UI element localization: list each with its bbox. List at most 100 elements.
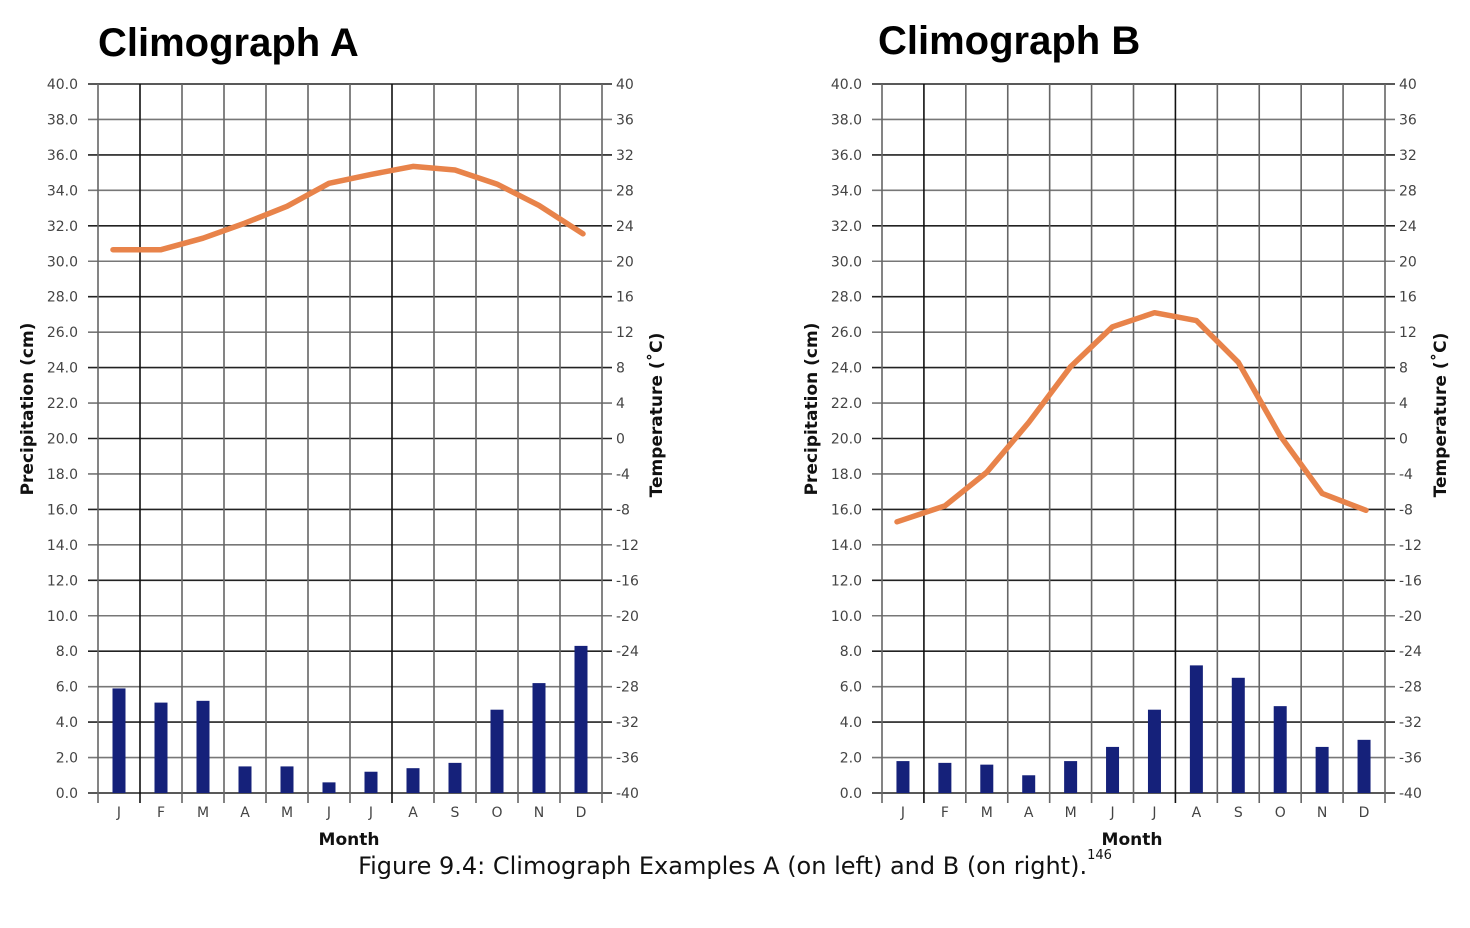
figure-caption: Figure 9.4: Climograph Examples A (on le…: [0, 848, 1470, 880]
x-tick-label: J: [1151, 805, 1156, 821]
y2-tick-label: 8: [1399, 361, 1408, 377]
y2-tick-label: -40: [616, 786, 639, 802]
x-tick-label: D: [576, 805, 587, 821]
y2-tick-label: 24: [1399, 219, 1417, 235]
y2-tick-label: -40: [1399, 786, 1422, 802]
y2-tick-label: -4: [616, 467, 630, 483]
x-tick-label: M: [281, 805, 293, 821]
y2-tick-label: -16: [616, 573, 639, 589]
y2-tick-label: -4: [1399, 467, 1413, 483]
grid: [88, 83, 612, 803]
precipitation-bar: [980, 764, 994, 793]
y-tick-label: 24.0: [47, 361, 78, 377]
x-tick-label: S: [1234, 805, 1243, 821]
y-tick-label: 32.0: [831, 219, 862, 235]
y-tick-label: 26.0: [831, 325, 862, 341]
y-tick-label: 36.0: [831, 148, 862, 164]
x-tick-label: M: [197, 805, 209, 821]
y2-tick-label: -24: [1399, 644, 1422, 660]
y2-tick-label: -32: [1399, 715, 1422, 731]
y-tick-label: 38.0: [47, 112, 78, 128]
y-tick-label: 8.0: [840, 644, 862, 660]
precipitation-bar: [1106, 746, 1120, 793]
y2-tick-label: 0: [1399, 432, 1408, 448]
y-tick-label: 14.0: [831, 538, 862, 554]
tick-labels: 0.0 2.0 4.0 6.0 8.0 10.0 12.0 14.0 16.0 18.0 20.0 2…: [47, 77, 639, 821]
y-tick-label: 28.0: [47, 290, 78, 306]
y2-tick-label: -36: [616, 751, 639, 767]
climograph-b: Climograph B Precipitation (cm) Temperat…: [802, 19, 1451, 850]
precipitation-bar: [280, 766, 294, 793]
x-tick-label: J: [368, 805, 373, 821]
y-tick-label: 36.0: [47, 148, 78, 164]
y2-tick-label: 16: [1399, 290, 1417, 306]
x-tick-label: F: [157, 805, 165, 821]
y2-tick-label: -20: [616, 609, 639, 625]
y-tick-label: 20.0: [47, 432, 78, 448]
y-tick-label: 12.0: [831, 573, 862, 589]
precipitation-bar: [406, 768, 420, 793]
y-tick-label: 30.0: [831, 254, 862, 270]
y2-tick-label: -24: [616, 644, 639, 660]
y2-tick-label: -16: [1399, 573, 1422, 589]
precipitation-bar: [364, 771, 378, 793]
temperature-line: [110, 163, 586, 253]
x-tick-label: D: [1359, 805, 1370, 821]
y2-tick-label: -20: [1399, 609, 1422, 625]
y-tick-label: 40.0: [831, 77, 862, 93]
precipitation-bar: [1315, 746, 1329, 793]
y-tick-label: 0.0: [56, 786, 78, 802]
precipitation-bar: [322, 782, 336, 793]
precipitation-bar: [1231, 677, 1245, 793]
y-tick-label: 10.0: [47, 609, 78, 625]
x-tick-label: J: [116, 805, 121, 821]
precipitation-bar: [490, 709, 504, 793]
y-tick-label: 32.0: [47, 219, 78, 235]
y-tick-label: 6.0: [56, 680, 78, 696]
x-axis-label: Month: [319, 830, 380, 850]
x-tick-label: S: [451, 805, 460, 821]
x-tick-label: O: [1275, 805, 1286, 821]
y-tick-label: 2.0: [56, 751, 78, 767]
y-axis-label-precipitation: Precipitation (cm): [802, 323, 822, 496]
precipitation-bar: [1357, 739, 1371, 793]
y-tick-label: 38.0: [831, 112, 862, 128]
precipitation-bar: [196, 700, 210, 793]
precipitation-bar: [938, 762, 952, 793]
caption-text: Figure 9.4: Climograph Examples A (on le…: [358, 852, 1088, 880]
x-tick-label: J: [326, 805, 331, 821]
y2-tick-label: -32: [616, 715, 639, 731]
y2-tick-label: -28: [1399, 680, 1422, 696]
y2-tick-label: 40: [616, 77, 634, 93]
y2-tick-label: -8: [616, 502, 630, 518]
y2-tick-label: 0: [616, 432, 625, 448]
y2-tick-label: 20: [616, 254, 634, 270]
x-tick-label: J: [1109, 805, 1114, 821]
x-tick-label: O: [491, 805, 502, 821]
y2-tick-label: 12: [1399, 325, 1417, 341]
y-tick-label: 40.0: [47, 77, 78, 93]
y-tick-label: 12.0: [47, 573, 78, 589]
y-tick-label: 2.0: [840, 751, 862, 767]
y2-tick-label: -12: [616, 538, 639, 554]
y2-tick-label: 4: [616, 396, 625, 412]
y-tick-label: 4.0: [840, 715, 862, 731]
temperature-line-group: [110, 163, 586, 253]
x-tick-label: N: [534, 805, 544, 821]
y2-tick-label: 36: [1399, 112, 1417, 128]
y2-tick-label: 32: [616, 148, 634, 164]
x-tick-label: N: [1317, 805, 1327, 821]
y2-tick-label: 28: [616, 183, 634, 199]
y2-tick-label: 24: [616, 219, 634, 235]
y-tick-label: 6.0: [840, 680, 862, 696]
climograph-a: Climograph A Precipitation (cm) Temperat…: [18, 21, 667, 850]
precipitation-bar: [574, 645, 588, 793]
tick-labels: 0.0 2.0 4.0 6.0 8.0 10.0 12.0 14.0 16.0 18.0 20.0 2…: [831, 77, 1422, 821]
y-tick-label: 24.0: [831, 361, 862, 377]
y2-tick-label: -28: [616, 680, 639, 696]
y-tick-label: 0.0: [840, 786, 862, 802]
precipitation-bar: [238, 766, 252, 793]
x-tick-label: A: [408, 805, 418, 821]
y2-tick-label: 16: [616, 290, 634, 306]
